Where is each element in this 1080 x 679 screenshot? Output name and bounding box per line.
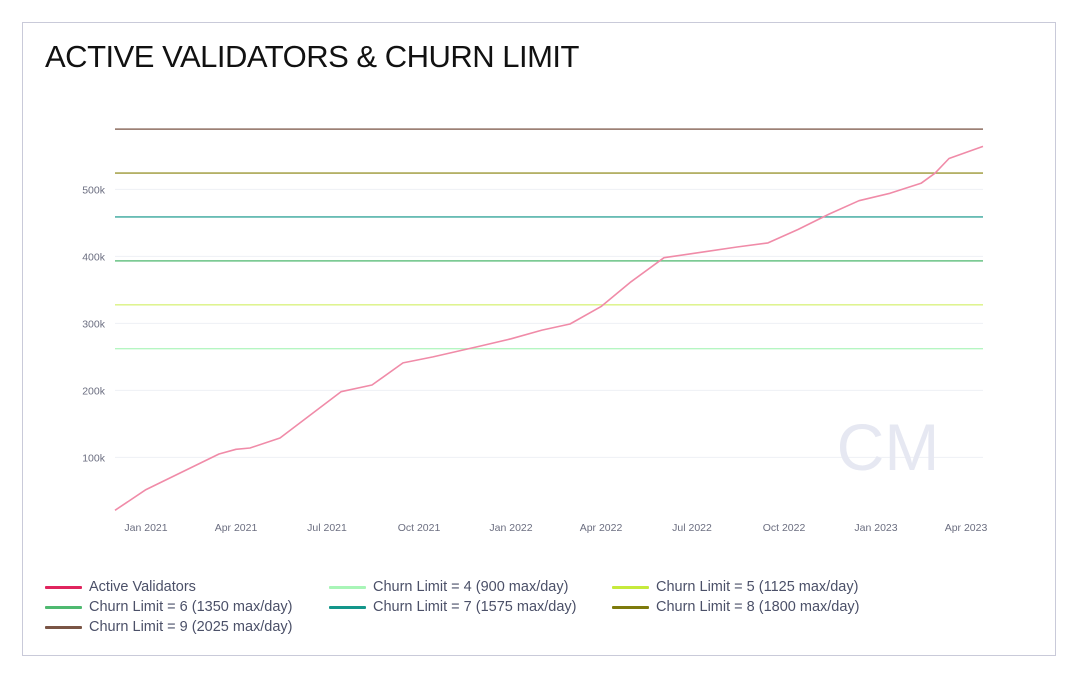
legend-swatch xyxy=(329,605,366,609)
legend-swatch xyxy=(329,585,366,589)
y-tick-label: 100k xyxy=(82,452,106,464)
legend-item-churn-limit-9[interactable]: Churn Limit = 9 (2025 max/day) xyxy=(45,617,293,637)
x-tick-label: Oct 2021 xyxy=(398,522,441,534)
x-tick-label: Jul 2021 xyxy=(307,522,347,534)
legend-label: Churn Limit = 5 (1125 max/day) xyxy=(656,579,859,595)
active-validators-series xyxy=(114,145,984,511)
watermark-logo: CM xyxy=(837,410,940,484)
legend-swatch xyxy=(612,585,649,589)
x-tick-label: Jan 2021 xyxy=(124,522,167,534)
active-validators-line xyxy=(114,145,984,511)
chart-card: ACTIVE VALIDATORS & CHURN LIMIT CM 100k 2… xyxy=(22,22,1056,656)
legend-swatch xyxy=(45,625,82,629)
x-tick-label: Apr 2023 xyxy=(945,522,988,534)
x-tick-label: Jan 2022 xyxy=(489,522,532,534)
legend-item-churn-limit-8[interactable]: Churn Limit = 8 (1800 max/day) xyxy=(612,597,860,617)
y-axis-ticks: 100k 200k 300k 400k 500k xyxy=(82,184,106,464)
y-tick-label: 300k xyxy=(82,318,106,330)
legend-swatch xyxy=(45,585,82,589)
legend-label: Churn Limit = 7 (1575 max/day) xyxy=(373,599,577,615)
gridlines xyxy=(115,188,983,458)
x-tick-label: Apr 2021 xyxy=(215,522,258,534)
legend-item-active-validators[interactable]: Active Validators xyxy=(45,577,196,597)
legend-label: Churn Limit = 9 (2025 max/day) xyxy=(89,619,293,635)
legend-swatch xyxy=(612,605,649,609)
x-axis-ticks: Jan 2021 Apr 2021 Jul 2021 Oct 2021 Jan 2022… xyxy=(124,522,987,534)
x-tick-label: Jul 2022 xyxy=(672,522,712,534)
legend-swatch xyxy=(45,605,82,609)
legend-label: Churn Limit = 8 (1800 max/day) xyxy=(656,599,860,615)
legend-item-churn-limit-7[interactable]: Churn Limit = 7 (1575 max/day) xyxy=(329,597,577,617)
legend-item-churn-limit-4[interactable]: Churn Limit = 4 (900 max/day) xyxy=(329,577,568,597)
chart-plot: CM 100k 200k 300k 400k 500k Jan 2021 Apr 2021… xyxy=(82,128,987,534)
x-tick-label: Oct 2022 xyxy=(763,522,806,534)
churn-limit-lines xyxy=(115,128,983,350)
y-tick-label: 200k xyxy=(82,385,106,397)
x-tick-label: Apr 2022 xyxy=(580,522,623,534)
y-tick-label: 500k xyxy=(82,184,106,196)
legend-item-churn-limit-6[interactable]: Churn Limit = 6 (1350 max/day) xyxy=(45,597,293,617)
legend-label: Churn Limit = 6 (1350 max/day) xyxy=(89,599,293,615)
legend-label: Active Validators xyxy=(89,579,196,595)
y-tick-label: 400k xyxy=(82,251,106,263)
chart-title: ACTIVE VALIDATORS & CHURN LIMIT xyxy=(45,39,579,74)
legend-item-churn-limit-5[interactable]: Churn Limit = 5 (1125 max/day) xyxy=(612,577,858,597)
x-tick-label: Jan 2023 xyxy=(854,522,897,534)
chart-legend: Active Validators Churn Limit = 4 (900 m… xyxy=(45,577,1045,647)
legend-label: Churn Limit = 4 (900 max/day) xyxy=(373,579,569,595)
